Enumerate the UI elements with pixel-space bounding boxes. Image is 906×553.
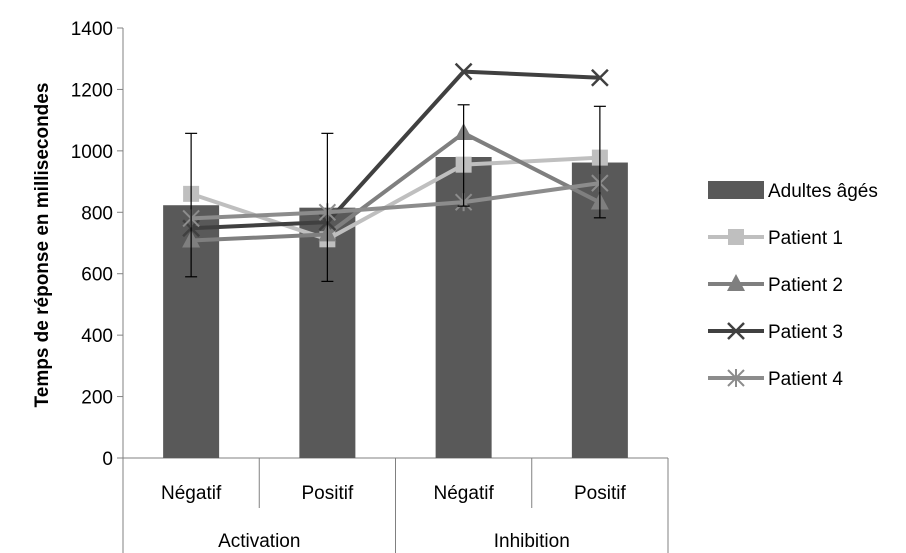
legend-label: Patient 4	[768, 369, 843, 390]
series-line	[191, 131, 601, 243]
legend-item: Adultes âgés	[708, 181, 878, 202]
y-axis-label: Temps de réponse en millisecondes	[32, 83, 53, 408]
x-category-label: Négatif	[434, 483, 495, 504]
marker-stroke	[454, 62, 473, 81]
legend-item: Patient 1	[708, 228, 843, 249]
x-group-label: Activation	[218, 531, 300, 552]
y-tick-label: 0	[102, 449, 113, 470]
legend-item: Patient 2	[708, 274, 843, 296]
legend-item: Patient 3	[708, 322, 843, 343]
y-tick-label: 400	[81, 326, 113, 347]
y-tick-label: 200	[81, 388, 113, 409]
series-line	[191, 181, 601, 221]
y-tick-label: 1200	[71, 80, 113, 101]
legend: Adultes âgés Patient 1 Patient 2 Patient 3 P…	[708, 181, 878, 390]
data-point	[590, 68, 609, 87]
data-point	[454, 62, 473, 81]
legend-label: Patient 2	[768, 275, 843, 296]
error-bar	[185, 132, 198, 278]
x-category-label: Positif	[574, 483, 626, 504]
plot-area: 0 200 400 600 800 1000 1200 1400 Négatif Positif N…	[71, 19, 669, 553]
legend-marker	[727, 322, 745, 340]
y-tick-label: 800	[81, 203, 113, 224]
legend-item: Patient 4	[708, 369, 843, 390]
legend-label: Patient 1	[768, 228, 843, 249]
legend-marker	[727, 274, 745, 291]
legend-label: Patient 3	[768, 322, 843, 343]
legend-swatch	[708, 181, 764, 199]
legend-label: Adultes âgés	[768, 181, 878, 202]
legend-marker	[728, 229, 744, 245]
y-tick-label: 600	[81, 265, 113, 286]
error-bar	[321, 132, 334, 282]
y-tick-label: 1400	[71, 19, 113, 40]
x-category-label: Négatif	[161, 483, 222, 504]
x-group-label: Inhibition	[494, 531, 570, 552]
marker-stroke	[590, 68, 609, 87]
x-category-label: Positif	[302, 483, 354, 504]
series-line	[191, 69, 600, 231]
y-tick-label: 1000	[71, 142, 113, 163]
error-bar	[593, 105, 606, 219]
error-bar	[457, 104, 470, 207]
legend-marker	[727, 369, 745, 387]
marker-stroke	[727, 322, 745, 340]
